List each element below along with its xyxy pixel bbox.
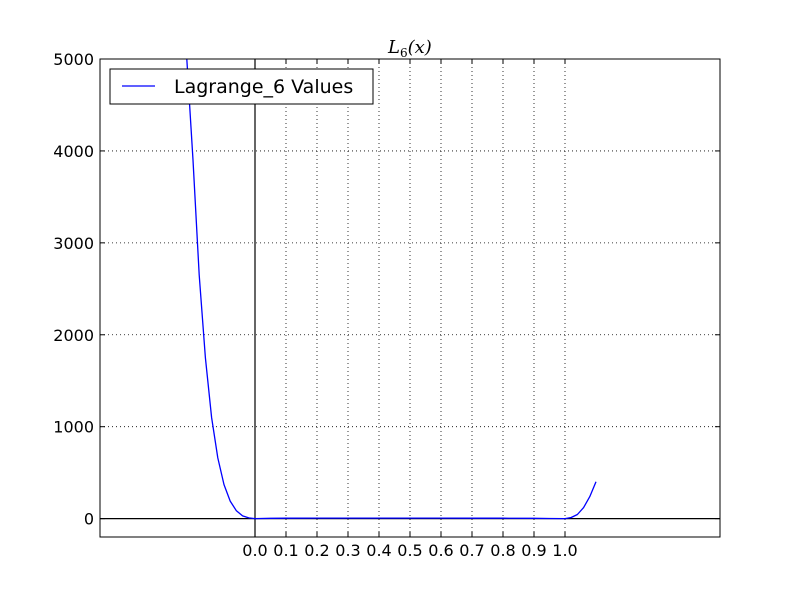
y-tick-label: 1000 bbox=[53, 418, 94, 437]
y-tick-label: 5000 bbox=[53, 50, 94, 69]
x-tick-label: 0.7 bbox=[459, 541, 484, 560]
x-tick-label: 0.0 bbox=[242, 541, 267, 560]
x-tick-label: 1.0 bbox=[552, 541, 577, 560]
y-tick-label: 3000 bbox=[53, 234, 94, 253]
axis-ticks bbox=[100, 58, 720, 537]
y-tick-labels: 0 1000 2000 3000 4000 5000 bbox=[53, 50, 94, 529]
x-tick-label: 0.5 bbox=[397, 541, 422, 560]
x-tick-label: 0.9 bbox=[521, 541, 546, 560]
x-tick-label: 0.8 bbox=[490, 541, 515, 560]
x-tick-label: 0.2 bbox=[304, 541, 329, 560]
series-layer bbox=[186, 59, 597, 520]
chart-title-argument: (x) bbox=[408, 37, 432, 58]
chart-title-subscript: 6 bbox=[400, 46, 408, 60]
x-tick-label: 0.1 bbox=[273, 541, 298, 560]
x-tick-label: 0.4 bbox=[366, 541, 391, 560]
x-tick-label: 0.3 bbox=[335, 541, 360, 560]
chart-title-base: L bbox=[387, 37, 400, 58]
y-tick-label: 2000 bbox=[53, 326, 94, 345]
legend: Lagrange_6 Values bbox=[109, 68, 374, 105]
y-tick-label: 0 bbox=[84, 510, 94, 529]
x-tick-labels: 0.0 0.1 0.2 0.3 0.4 0.5 0.6 0.7 0.8 0.9 1.0 bbox=[242, 541, 577, 560]
y-tick-label: 4000 bbox=[53, 142, 94, 161]
legend-label: Lagrange_6 Values bbox=[174, 76, 353, 98]
chart-title: L6(x) bbox=[387, 37, 432, 60]
plot-area bbox=[100, 59, 720, 537]
series-line bbox=[186, 59, 597, 520]
x-tick-label: 0.6 bbox=[428, 541, 453, 560]
